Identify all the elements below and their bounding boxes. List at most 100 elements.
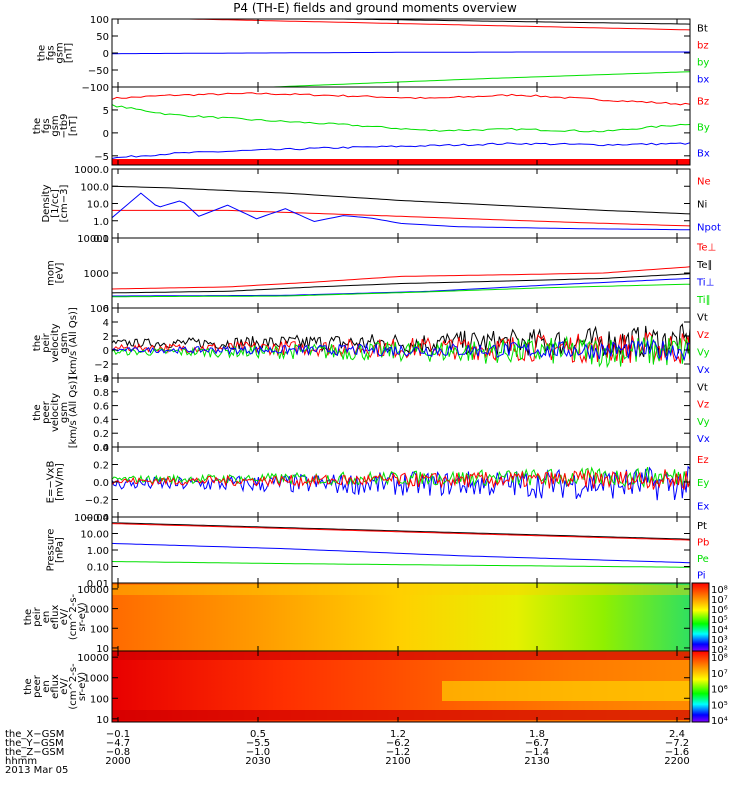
y-tick-label: 10	[96, 715, 109, 726]
x-axis-value: −1.0	[246, 747, 270, 758]
legend-entry: Ni	[697, 200, 707, 211]
legend-entry: Ti⊥	[696, 278, 714, 289]
y-tick-label: 0.01	[87, 579, 109, 590]
legend-entry: Ez	[697, 455, 709, 466]
series-Vx	[112, 339, 690, 362]
y-axis-label: [km/s (All Qs)]	[68, 377, 79, 449]
legend-entry: by	[697, 57, 709, 68]
series-Ti∥	[112, 283, 690, 298]
y-tick-label: 0.10	[87, 563, 109, 574]
legend-entry: Vt	[697, 313, 708, 324]
spectrogram-band	[112, 710, 690, 720]
y-tick-label: 1.00	[87, 546, 109, 557]
panel-9	[111, 582, 710, 652]
plot-area	[112, 378, 690, 447]
x-axis-value: 2000	[105, 756, 130, 767]
plot-area	[112, 87, 690, 165]
y-tick-label: 100.00	[74, 513, 109, 524]
y-tick-label: 0.8	[93, 388, 109, 399]
y-tick-label: 10.00	[80, 530, 109, 541]
y-tick-label: 100.0	[80, 182, 109, 193]
x-axis-value: −6.2	[386, 738, 410, 749]
y-axis-label: fgs	[41, 118, 52, 133]
legend-entry: Bz	[697, 96, 709, 107]
x-axis-value: −5.5	[246, 738, 270, 749]
series-Ez	[112, 468, 690, 491]
y-axis-label: the	[32, 404, 43, 420]
y-axis-label: sr-eV)	[77, 672, 88, 701]
legend-entry: bx	[697, 74, 709, 85]
y-axis-label: gsm	[50, 115, 61, 136]
plot-area	[112, 308, 690, 378]
y-tick-label: 10	[96, 644, 109, 655]
plot-area	[112, 517, 690, 583]
y-axis-label: peir	[41, 332, 52, 352]
y-axis-label: [nT]	[64, 43, 75, 63]
y-axis-label: the	[23, 609, 34, 625]
legend-entry: Ti∥	[696, 295, 711, 306]
legend-entry: Ex	[697, 502, 709, 513]
panel-5	[111, 307, 691, 379]
y-axis-label: gsm	[55, 42, 66, 63]
x-axis-row-label: the_X−GSM	[5, 729, 64, 740]
legend-entry: Bx	[697, 148, 710, 159]
x-axis-row-label: the_Y−GSM	[5, 738, 64, 749]
y-axis-label: [eV]	[55, 263, 66, 284]
series-Vz	[112, 331, 690, 365]
y-axis-label: gsm	[59, 332, 70, 353]
series-Ni	[112, 185, 690, 215]
y-tick-label: 1000	[84, 674, 109, 685]
legend-entry: Te⊥	[696, 243, 716, 254]
colorbar-label: 10⁷	[711, 595, 728, 606]
y-axis-label: the	[37, 45, 48, 61]
legend-entry: By	[697, 122, 710, 133]
legend-entry: bz	[697, 40, 709, 51]
x-axis-value: −6.7	[525, 738, 549, 749]
panel-3	[111, 168, 691, 239]
series-Ti⊥	[112, 277, 690, 297]
y-tick-label: 0.2	[93, 461, 109, 472]
series-Te∥	[112, 273, 690, 294]
series-By	[112, 104, 690, 133]
legend-entry: Pb	[697, 538, 709, 549]
y-axis-label: (cm^2-s-	[68, 593, 79, 640]
colorbar-label: 10⁵	[711, 615, 728, 626]
y-tick-label: 1000.0	[74, 165, 109, 176]
y-tick-label: 50	[96, 32, 109, 43]
y-axis-label: fgs	[46, 45, 57, 60]
x-axis-value: −4.7	[106, 738, 130, 749]
legend-entry: Pe	[697, 554, 709, 565]
y-axis-label: velocity	[50, 323, 61, 362]
y-axis-label: peer	[32, 674, 43, 698]
colorbar-label: 10⁴	[711, 625, 728, 636]
x-axis-value: 2.4	[669, 729, 685, 740]
x-axis-value: −1.6	[665, 747, 689, 758]
y-axis-label: [km/s (All Qs)]	[68, 307, 79, 379]
x-axis-value: −7.2	[665, 738, 689, 749]
y-tick-label: −0.2	[85, 496, 109, 507]
y-tick-label: 0.4	[93, 443, 109, 454]
y-tick-label: 0.1	[93, 234, 109, 245]
y-tick-label: 0	[103, 49, 109, 60]
y-axis-label: mom	[46, 260, 57, 286]
y-tick-label: 4	[103, 318, 109, 329]
y-tick-label: 0	[103, 129, 109, 140]
series-Pt	[112, 522, 690, 540]
y-axis-label: Pressure	[46, 529, 57, 572]
y-tick-label: −100	[82, 83, 109, 94]
date-label: 2013 Mar 05	[5, 765, 68, 776]
y-axis-label: en	[41, 680, 52, 693]
y-tick-label: 100	[90, 304, 109, 315]
y-axis-label: en	[41, 611, 52, 624]
y-tick-label: 100	[90, 15, 109, 26]
colorbar-label: 10⁸	[711, 585, 728, 596]
legend-entry: Vx	[697, 434, 710, 445]
series-Bt	[309, 19, 690, 25]
series-Ey	[112, 466, 690, 489]
y-axis-label: sr-eV)	[77, 602, 88, 631]
legend-entry: Vy	[697, 348, 710, 359]
series-Npot	[112, 192, 690, 231]
series-Vy	[112, 335, 690, 369]
x-axis-value: −0.8	[106, 747, 130, 758]
